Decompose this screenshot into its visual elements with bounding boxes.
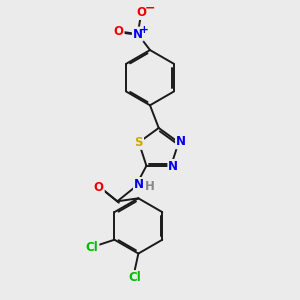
Text: O: O: [94, 181, 104, 194]
Text: H: H: [144, 180, 154, 193]
Text: Cl: Cl: [128, 271, 141, 284]
Text: O: O: [114, 25, 124, 38]
Text: O: O: [136, 6, 146, 19]
Text: N: N: [168, 160, 178, 173]
Text: S: S: [135, 136, 143, 149]
Text: N: N: [176, 135, 186, 148]
Text: N: N: [133, 28, 143, 40]
Text: N: N: [134, 178, 144, 191]
Text: −: −: [145, 2, 155, 14]
Text: +: +: [140, 25, 149, 35]
Text: Cl: Cl: [86, 241, 98, 254]
